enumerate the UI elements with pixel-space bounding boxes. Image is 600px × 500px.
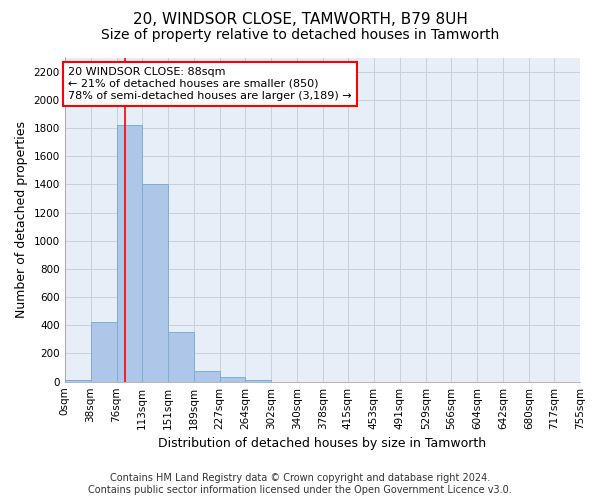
Bar <box>91 322 116 382</box>
Y-axis label: Number of detached properties: Number of detached properties <box>15 121 28 318</box>
Bar <box>116 125 142 382</box>
Bar <box>194 371 220 382</box>
X-axis label: Distribution of detached houses by size in Tamworth: Distribution of detached houses by size … <box>158 437 487 450</box>
Text: 20, WINDSOR CLOSE, TAMWORTH, B79 8UH: 20, WINDSOR CLOSE, TAMWORTH, B79 8UH <box>133 12 467 28</box>
Bar <box>245 380 271 382</box>
Text: 20 WINDSOR CLOSE: 88sqm
← 21% of detached houses are smaller (850)
78% of semi-d: 20 WINDSOR CLOSE: 88sqm ← 21% of detache… <box>68 68 352 100</box>
Text: Size of property relative to detached houses in Tamworth: Size of property relative to detached ho… <box>101 28 499 42</box>
Bar <box>65 380 91 382</box>
Text: Contains HM Land Registry data © Crown copyright and database right 2024.
Contai: Contains HM Land Registry data © Crown c… <box>88 474 512 495</box>
Bar <box>220 378 245 382</box>
Bar <box>142 184 168 382</box>
Bar <box>168 332 194 382</box>
